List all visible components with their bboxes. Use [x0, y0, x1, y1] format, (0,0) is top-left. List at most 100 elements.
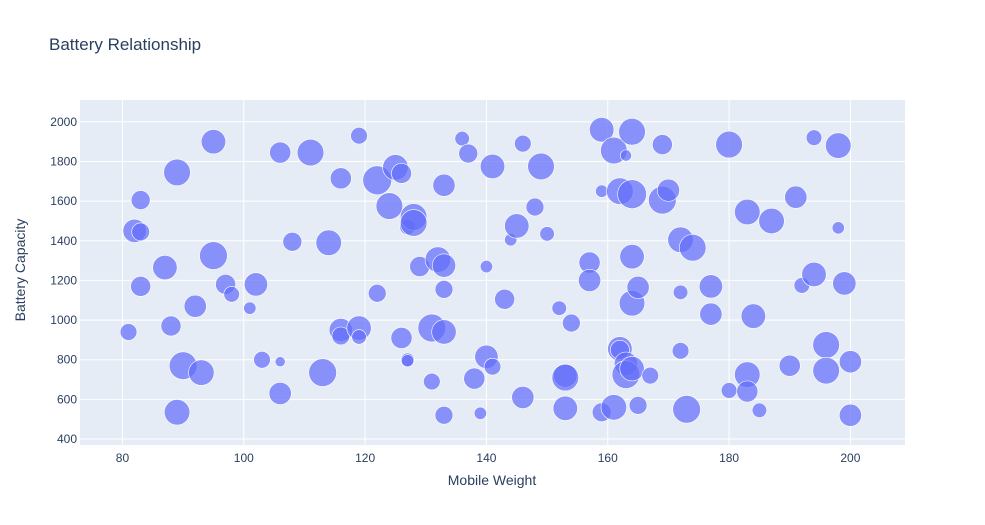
data-point[interactable]: [838, 350, 862, 374]
data-point[interactable]: [751, 402, 768, 418]
data-points: [119, 117, 862, 427]
data-point[interactable]: [434, 406, 454, 425]
data-point[interactable]: [454, 131, 470, 147]
data-point[interactable]: [600, 394, 627, 421]
data-point[interactable]: [268, 381, 292, 405]
data-point[interactable]: [463, 367, 486, 390]
data-point[interactable]: [832, 271, 857, 296]
x-tick-label: 80: [116, 451, 130, 465]
data-point[interactable]: [483, 357, 502, 376]
x-tick-label: 100: [234, 451, 254, 465]
data-point[interactable]: [351, 329, 367, 345]
data-point[interactable]: [391, 163, 412, 184]
data-point[interactable]: [367, 284, 387, 303]
data-point[interactable]: [672, 284, 689, 300]
data-point[interactable]: [315, 229, 342, 256]
data-point[interactable]: [825, 132, 852, 159]
data-point[interactable]: [617, 179, 647, 209]
data-point[interactable]: [390, 327, 413, 349]
data-point[interactable]: [296, 138, 325, 167]
data-point[interactable]: [619, 356, 645, 382]
y-tick-label: 1000: [50, 313, 77, 327]
data-point[interactable]: [620, 149, 632, 162]
data-point[interactable]: [758, 207, 785, 235]
data-point[interactable]: [479, 153, 506, 179]
data-point[interactable]: [720, 382, 738, 399]
data-point[interactable]: [401, 354, 415, 368]
data-point[interactable]: [269, 141, 292, 164]
data-point[interactable]: [679, 234, 707, 262]
data-point[interactable]: [831, 221, 845, 235]
data-point[interactable]: [527, 152, 555, 181]
data-point[interactable]: [243, 272, 268, 297]
data-point[interactable]: [399, 209, 428, 237]
data-point[interactable]: [578, 268, 602, 292]
data-point[interactable]: [274, 356, 286, 368]
data-point[interactable]: [511, 385, 535, 409]
data-point[interactable]: [652, 134, 673, 155]
data-point[interactable]: [539, 226, 555, 242]
data-point[interactable]: [131, 222, 150, 242]
data-point[interactable]: [223, 286, 240, 303]
data-point[interactable]: [740, 303, 766, 329]
data-point[interactable]: [838, 403, 862, 427]
data-point[interactable]: [551, 300, 567, 316]
data-point[interactable]: [734, 198, 761, 226]
data-point[interactable]: [784, 185, 808, 209]
data-point[interactable]: [130, 190, 151, 210]
data-point[interactable]: [431, 319, 457, 345]
data-point[interactable]: [698, 274, 723, 299]
data-point[interactable]: [458, 143, 479, 164]
data-point[interactable]: [552, 395, 578, 421]
data-point[interactable]: [130, 276, 152, 297]
data-point[interactable]: [188, 359, 215, 386]
y-axis-title: Battery Capacity: [12, 219, 28, 322]
data-point[interactable]: [473, 406, 487, 420]
data-point[interactable]: [253, 351, 271, 369]
data-point[interactable]: [562, 313, 581, 333]
data-point[interactable]: [671, 342, 690, 360]
data-point[interactable]: [812, 331, 840, 359]
data-point[interactable]: [479, 260, 493, 274]
data-point[interactable]: [434, 280, 454, 299]
data-point[interactable]: [504, 213, 530, 239]
data-point[interactable]: [243, 301, 257, 315]
data-point[interactable]: [494, 288, 515, 310]
data-point[interactable]: [805, 129, 823, 146]
data-point[interactable]: [672, 395, 701, 424]
data-point[interactable]: [199, 241, 228, 270]
data-point[interactable]: [595, 184, 609, 198]
data-point[interactable]: [619, 244, 645, 270]
data-point[interactable]: [152, 254, 178, 281]
data-point[interactable]: [200, 129, 227, 155]
data-point[interactable]: [626, 275, 650, 299]
y-tick-label: 1200: [50, 273, 77, 287]
data-point[interactable]: [350, 126, 368, 145]
data-point[interactable]: [715, 130, 743, 159]
data-point[interactable]: [699, 302, 723, 326]
data-point[interactable]: [551, 363, 579, 392]
data-point[interactable]: [431, 253, 456, 278]
data-point[interactable]: [160, 315, 182, 337]
data-point[interactable]: [514, 134, 532, 153]
data-point[interactable]: [812, 356, 840, 385]
data-point[interactable]: [628, 396, 648, 415]
data-point[interactable]: [329, 167, 352, 190]
data-point[interactable]: [641, 366, 659, 385]
data-point[interactable]: [618, 118, 646, 146]
data-point[interactable]: [589, 117, 615, 143]
data-point[interactable]: [801, 261, 827, 288]
data-point[interactable]: [163, 158, 191, 187]
data-point[interactable]: [163, 399, 191, 426]
data-point[interactable]: [656, 178, 680, 202]
data-point[interactable]: [525, 197, 545, 217]
data-point[interactable]: [308, 358, 337, 387]
data-point[interactable]: [736, 380, 759, 403]
data-point[interactable]: [183, 294, 207, 318]
data-point[interactable]: [282, 231, 303, 252]
data-point[interactable]: [432, 173, 456, 197]
data-point[interactable]: [423, 372, 441, 391]
data-point[interactable]: [119, 323, 138, 341]
data-point[interactable]: [778, 354, 801, 377]
data-point[interactable]: [375, 192, 404, 220]
